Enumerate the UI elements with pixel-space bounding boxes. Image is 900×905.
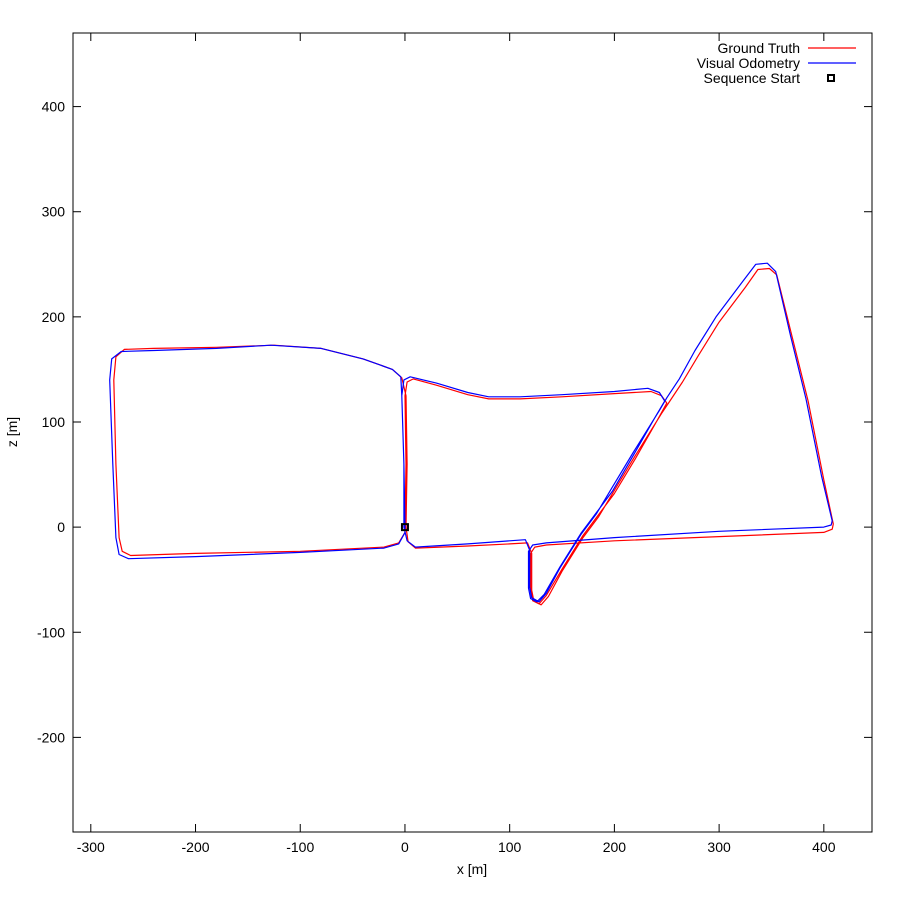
- y-tick-label: 300: [42, 204, 66, 220]
- series-layer: [109, 262, 834, 606]
- x-tick-label: 100: [498, 839, 522, 855]
- x-axis-label: x [m]: [457, 861, 487, 877]
- plot-frame: [72, 32, 873, 833]
- y-tick-label: 200: [42, 309, 66, 325]
- sequence-start-marker: [400, 523, 409, 532]
- y-tick-label: -200: [37, 729, 65, 745]
- y-tick-label: -100: [37, 624, 65, 640]
- y-tick-label: 0: [57, 519, 65, 535]
- x-tick-label: 300: [707, 839, 731, 855]
- legend-label: Sequence Start: [703, 70, 800, 86]
- x-tick-label: 0: [401, 839, 409, 855]
- series-line-visual-odometry: [109, 262, 833, 603]
- ticks-layer: -300 -200 -100 0 100 200 300 400 -200 -100 0 100 200…: [37, 33, 872, 855]
- series-line-ground-truth: [113, 267, 834, 606]
- x-tick-label: -200: [182, 839, 210, 855]
- legend-label: Ground Truth: [718, 40, 801, 56]
- y-tick-label: 100: [42, 414, 66, 430]
- x-tick-label: -100: [286, 839, 314, 855]
- y-axis-label: z [m]: [4, 417, 20, 447]
- x-tick-label: 400: [812, 839, 836, 855]
- legend-label: Visual Odometry: [697, 55, 800, 71]
- x-tick-label: 200: [603, 839, 627, 855]
- legend-marker-swatch: [827, 74, 835, 82]
- x-tick-label: -300: [77, 839, 105, 855]
- y-tick-label: 400: [42, 99, 66, 115]
